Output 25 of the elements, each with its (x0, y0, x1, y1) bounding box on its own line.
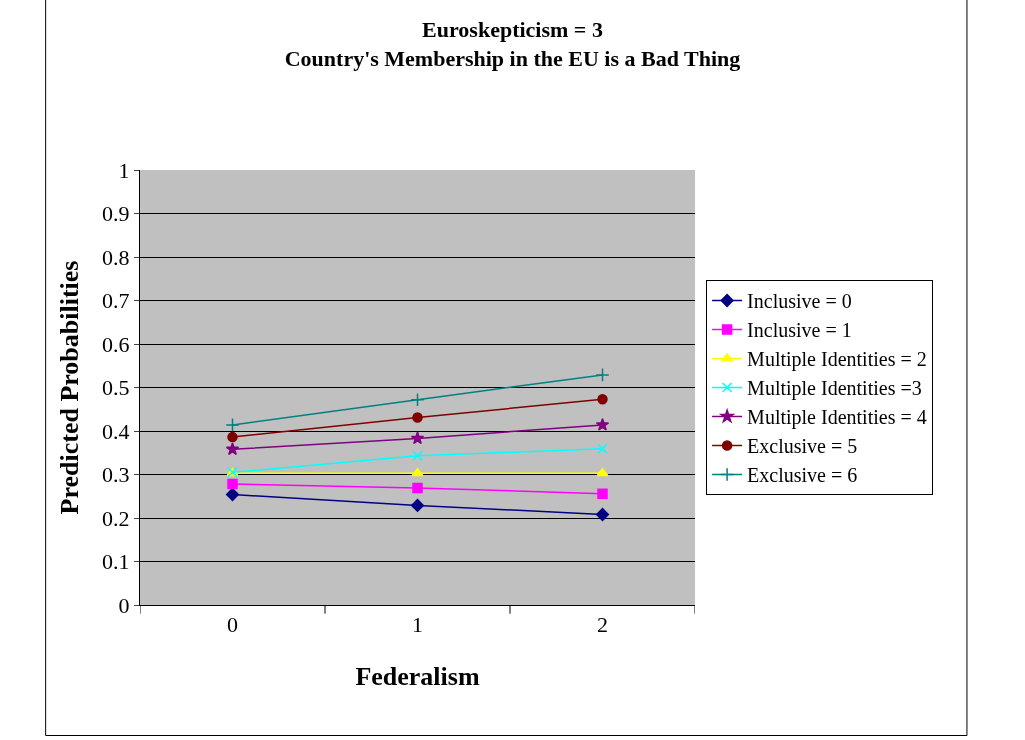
y-tick-label: 0.9 (102, 201, 130, 227)
chart-subtitle: Country's Membership in the EU is a Bad Thing (284, 45, 741, 71)
y-tick-label: 0.1 (102, 549, 130, 575)
legend-label: Inclusive = 1 (747, 319, 852, 342)
x-tick-label: 0 (227, 612, 238, 638)
legend-label: Exclusive = 5 (747, 435, 858, 458)
y-tick-label: 0.3 (102, 462, 130, 488)
y-tick-label: 1 (118, 157, 130, 183)
y-tick-label: 0.6 (102, 331, 130, 357)
x-tick-label: 1 (412, 612, 423, 638)
y-tick-label: 0.2 (102, 505, 130, 531)
y-axis-title: Predicted Probabilities (55, 260, 85, 515)
y-tick-label: 0.4 (102, 418, 130, 444)
y-tick-label: 0.7 (102, 288, 130, 314)
y-tick-label: 0 (118, 592, 130, 618)
y-tick-label: 0.5 (102, 375, 130, 401)
chart-title: Euroskepticism = 3 (422, 17, 603, 42)
legend-label: Multiple Identities = 2 (747, 348, 927, 372)
y-tick-label: 0.8 (102, 244, 130, 270)
legend-label: Inclusive = 0 (747, 290, 852, 313)
legend-label: Multiple Identities =3 (747, 377, 922, 401)
x-tick-label: 2 (597, 612, 608, 638)
legend-label: Multiple Identities = 4 (747, 406, 927, 430)
x-axis-title: Federalism (355, 662, 480, 692)
legend-label: Exclusive = 6 (747, 464, 858, 487)
